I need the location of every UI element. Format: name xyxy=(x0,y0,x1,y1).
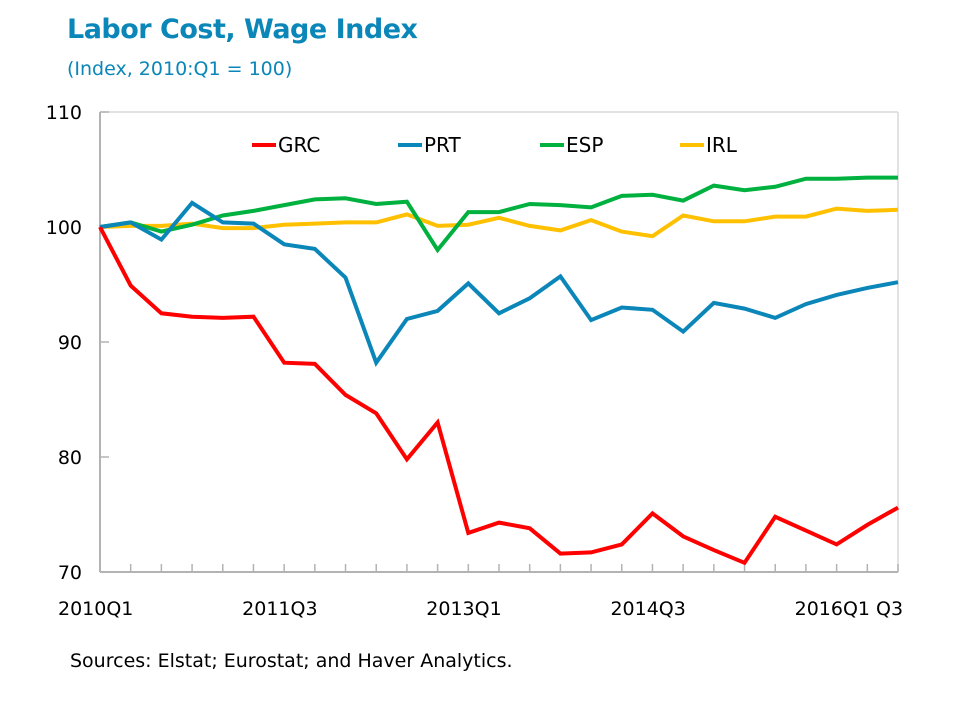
legend-item-prt: PRT xyxy=(398,133,462,157)
y-tick-label: 100 xyxy=(46,217,82,239)
x-tick-label: 2011Q3 xyxy=(242,598,317,620)
legend-item-esp: ESP xyxy=(540,133,603,157)
y-axis-ticks: 70 80 90 100 110 xyxy=(46,102,109,584)
series-line-esp xyxy=(99,175,898,254)
legend-item-grc: GRC xyxy=(252,133,320,157)
x-tick-label: 2010Q1 xyxy=(58,598,133,620)
legend-label: ESP xyxy=(566,133,603,157)
series-line-irl xyxy=(99,206,899,239)
x-tick-label: 2016Q1 Q3 xyxy=(795,598,903,620)
y-tick-label: 90 xyxy=(58,332,82,354)
legend-label: IRL xyxy=(706,133,738,157)
series-lines xyxy=(98,175,899,566)
y-tick-label: 70 xyxy=(58,562,82,584)
source-note: Sources: Elstat; Eurostat; and Haver Ana… xyxy=(70,650,513,672)
y-tick-label: 80 xyxy=(58,447,82,469)
chart-title: Labor Cost, Wage Index xyxy=(67,14,418,45)
series-line-grc xyxy=(98,226,899,566)
x-tick-label: 2014Q3 xyxy=(610,598,685,620)
series-line-prt xyxy=(99,200,899,367)
legend-label: PRT xyxy=(424,133,462,157)
y-tick-label: 110 xyxy=(46,102,82,124)
legend-item-irl: IRL xyxy=(680,133,738,157)
axes xyxy=(99,111,899,573)
chart-subtitle: (Index, 2010:Q1 = 100) xyxy=(67,58,293,80)
x-axis-ticks: 2010Q1 2011Q3 2013Q1 2014Q3 2016Q1 Q3 xyxy=(58,564,903,620)
x-tick-label: 2013Q1 xyxy=(426,598,501,620)
legend-label: GRC xyxy=(278,133,320,157)
legend: GRC PRT ESP IRL xyxy=(252,133,738,157)
